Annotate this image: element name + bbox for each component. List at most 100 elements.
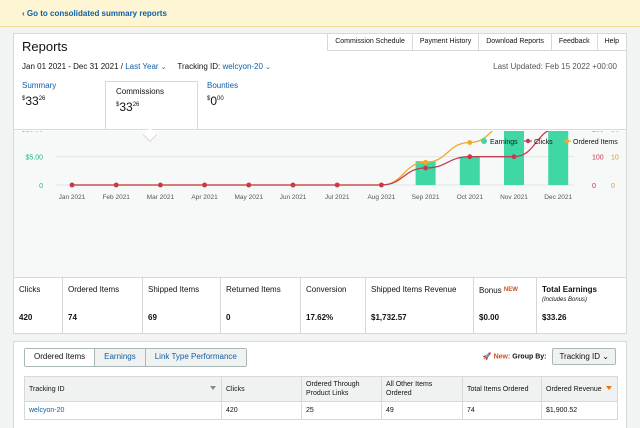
clicks-point	[379, 182, 384, 188]
legend-label: Ordered Items	[573, 139, 618, 146]
ordered-items-point	[467, 140, 473, 145]
chevron-down-icon: ⌄	[160, 64, 167, 71]
stat-shipped-revenue: Shipped Items Revenue $1,732.57	[366, 278, 474, 333]
stat-clicks: Clicks 420	[14, 278, 63, 333]
sort-icon	[210, 386, 216, 390]
consolidated-summary-link[interactable]: ‹ Go to consolidated summary reports	[22, 9, 167, 18]
table-row: welcyon-20 420 25 49 74 $1,900.52	[24, 401, 618, 420]
tracking-id-label: Tracking ID:	[177, 62, 221, 71]
sort-icon	[606, 386, 612, 390]
report-tabs: Summary $3326 Commissions $3326 Bounties…	[14, 77, 626, 130]
date-range: Jan 01 2021 - Dec 31 2021 /	[22, 62, 123, 71]
clicks-point	[158, 182, 163, 188]
tracking-id-dropdown[interactable]: welcyon-20 ⌄	[222, 62, 271, 71]
x-tick-label: Dec 2021	[544, 194, 572, 201]
tracking-table: Tracking ID Clicks Ordered Through Produ…	[24, 376, 618, 420]
group-by-select[interactable]: Tracking ID ⌄	[552, 348, 616, 365]
earnings-bar	[415, 161, 436, 185]
x-tick-label: Jun 2021	[280, 194, 307, 201]
col-tracking-id[interactable]: Tracking ID	[24, 376, 222, 402]
reports-card: Reports Commission Schedule Payment Hist…	[13, 33, 627, 334]
y-right2-tick: 0	[611, 183, 615, 190]
y-right-tick: 200	[592, 131, 604, 133]
col-clicks[interactable]: Clicks	[221, 376, 302, 402]
group-by: 🚀 New: Group By: Tracking ID ⌄	[483, 348, 616, 365]
x-tick-label: Jul 2021	[325, 194, 350, 201]
y-right2-tick: 20	[611, 131, 619, 133]
x-tick-label: May 2021	[235, 194, 264, 201]
x-tick-label: Oct 2021	[457, 194, 484, 201]
col-all-other-items[interactable]: All Other Items Ordered	[381, 376, 463, 402]
chevron-down-icon: ⌄	[264, 64, 271, 71]
stats-row: Clicks 420 Ordered Items 74 Shipped Items 6…	[14, 278, 626, 333]
clicks-point	[511, 154, 517, 160]
x-tick-label: Feb 2021	[102, 194, 130, 201]
y-right-tick: 100	[592, 155, 604, 162]
x-tick-label: Nov 2021	[500, 194, 528, 201]
tab-summary[interactable]: Summary $3326	[22, 81, 57, 108]
clicks-point	[113, 182, 119, 188]
tab-ordered-items[interactable]: Ordered Items	[25, 349, 95, 366]
clicks-point	[202, 182, 208, 188]
bounties-amount: $000	[207, 94, 224, 108]
feedback-button[interactable]: Feedback	[550, 34, 597, 51]
download-reports-button[interactable]: Download Reports	[478, 34, 551, 51]
payment-history-button[interactable]: Payment History	[411, 34, 479, 51]
legend-swatch	[564, 138, 570, 144]
tab-link-type-performance[interactable]: Link Type Performance	[144, 349, 246, 366]
summary-banner: ‹ Go to consolidated summary reports	[0, 0, 640, 27]
x-tick-label: Jan 2021	[59, 194, 86, 201]
help-button[interactable]: Help	[596, 34, 626, 51]
date-filter-row: Jan 01 2021 - Dec 31 2021 / Last Year ⌄ T…	[22, 62, 271, 71]
report-nav: Commission Schedule Payment History Down…	[327, 34, 626, 51]
legend-swatch	[481, 138, 487, 144]
stat-ordered-items: Ordered Items 74	[63, 278, 143, 333]
earnings-bar	[459, 156, 480, 185]
page-title: Reports	[22, 39, 68, 54]
clicks-point	[467, 154, 473, 160]
legend-label: Earnings	[490, 139, 518, 146]
y-left-tick: $5.00	[25, 155, 43, 162]
clicks-point	[69, 182, 75, 188]
ordered-items-point	[423, 159, 428, 165]
clicks-point	[246, 182, 252, 188]
x-tick-label: Sep 2021	[412, 194, 440, 201]
breakdown-card: Ordered Items Earnings Link Type Perform…	[13, 341, 627, 428]
chevron-down-icon: ⌄	[602, 352, 609, 361]
breakdown-tabs: Ordered Items Earnings Link Type Perform…	[24, 348, 247, 367]
clicks-line	[71, 131, 550, 186]
col-total-items[interactable]: Total Items Ordered	[462, 376, 542, 402]
y-right2-tick: 10	[611, 155, 619, 162]
tab-earnings[interactable]: Earnings	[94, 349, 145, 366]
col-ordered-through-links[interactable]: Ordered Through Product Links	[301, 376, 382, 402]
x-tick-label: Mar 2021	[147, 194, 175, 201]
tab-commissions[interactable]: Commissions $3326	[105, 81, 198, 129]
clicks-point	[334, 182, 340, 188]
period-dropdown[interactable]: Last Year ⌄	[125, 62, 167, 71]
clicks-point	[423, 165, 428, 171]
legend-swatch	[525, 138, 531, 144]
x-tick-label: Apr 2021	[191, 194, 218, 201]
rocket-icon: 🚀	[482, 353, 492, 361]
summary-amount: $3326	[22, 94, 46, 108]
stat-returned-items: Returned Items 0	[221, 278, 301, 333]
y-left-tick: $10.00	[22, 131, 44, 133]
y-left-tick: 0	[39, 183, 43, 190]
stat-shipped-items: Shipped Items 69	[143, 278, 221, 333]
new-badge: NEW	[503, 287, 518, 293]
earnings-bar	[548, 131, 569, 185]
y-right-tick: 0	[592, 183, 596, 190]
commission-schedule-button[interactable]: Commission Schedule	[327, 34, 412, 51]
last-updated: Last Updated: Feb 15 2022 +00:00	[493, 62, 617, 71]
stat-bonus: Bonus NEW $0.00	[474, 278, 537, 333]
commissions-amount: $3326	[116, 100, 140, 114]
col-ordered-revenue[interactable]: Ordered Revenue	[541, 376, 618, 402]
stat-total-earnings: Total Earnings (Includes Bonus) $33.26	[542, 285, 597, 322]
clicks-point	[290, 182, 296, 188]
tab-bounties[interactable]: Bounties $000	[207, 81, 239, 108]
tracking-id-link[interactable]: welcyon-20	[29, 407, 65, 414]
legend-label: Clicks	[534, 139, 553, 146]
stat-conversion: Conversion 17.62%	[301, 278, 366, 333]
x-tick-label: Aug 2021	[367, 194, 395, 201]
